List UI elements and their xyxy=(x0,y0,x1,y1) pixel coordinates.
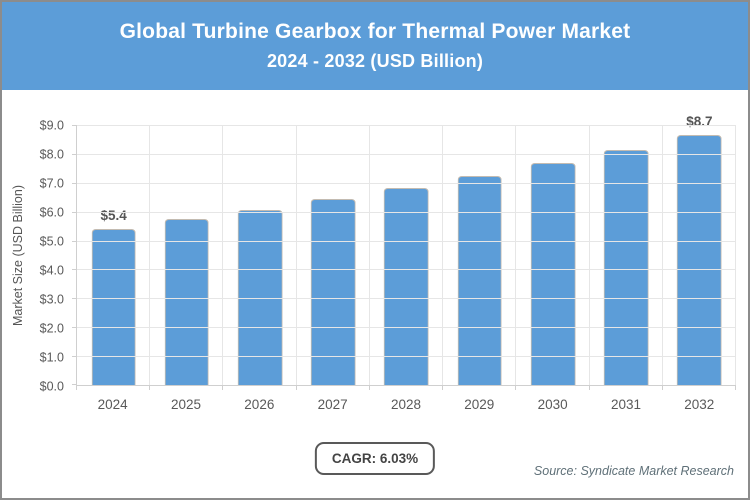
source-credit: Source: Syndicate Market Research xyxy=(533,464,734,478)
y-tick-label: $5.0 xyxy=(39,233,64,248)
v-gridline xyxy=(368,125,370,385)
v-gridline xyxy=(222,125,224,385)
y-tick-mark xyxy=(72,327,77,329)
h-gridline xyxy=(77,298,736,300)
x-tick-mark xyxy=(442,385,444,390)
bar-2030 xyxy=(530,163,576,385)
x-tick-mark xyxy=(515,385,517,390)
x-tick-label-2027: 2027 xyxy=(317,397,348,412)
y-tick-mark xyxy=(72,384,77,385)
bars-container: $5.4 $8.7 xyxy=(77,115,736,385)
v-gridline xyxy=(661,125,663,385)
bar-column-2027 xyxy=(297,125,370,385)
bar-column-2026 xyxy=(223,125,296,385)
bar-2024 xyxy=(91,229,136,385)
plot-area: $5.4 $8.7 xyxy=(72,115,736,390)
bar-2026 xyxy=(237,209,283,385)
x-tick-label-2024: 2024 xyxy=(97,397,128,412)
y-tick-label: $1.0 xyxy=(39,349,64,364)
x-tick-mark xyxy=(76,385,77,390)
y-tick-label: $2.0 xyxy=(39,320,64,335)
x-tick-label-2026: 2026 xyxy=(244,397,275,412)
v-gridline xyxy=(149,125,151,385)
x-tick-mark xyxy=(368,385,370,390)
y-tick-mark xyxy=(72,298,77,300)
chart-footer: CAGR: 6.03% Source: Syndicate Market Res… xyxy=(2,426,748,498)
y-tick-mark xyxy=(72,125,77,126)
y-tick-label: $7.0 xyxy=(39,175,64,190)
x-tick-mark xyxy=(588,385,590,390)
y-tick-mark xyxy=(72,240,77,242)
chart-title-line2: 2024 - 2032 (USD Billion) xyxy=(266,51,484,71)
y-tick-label: $9.0 xyxy=(39,117,64,132)
bar-column-2025 xyxy=(150,125,223,385)
y-tick-label: $0.0 xyxy=(39,378,64,393)
bar-column-2028 xyxy=(370,125,443,385)
h-gridline xyxy=(77,269,736,271)
v-gridline xyxy=(442,125,444,385)
y-tick-mark xyxy=(72,211,77,213)
bar-column-2029 xyxy=(443,125,516,385)
h-gridline xyxy=(77,356,736,358)
x-axis-labels: 2024 2025 2026 2027 2028 2029 2030 2031 2032 xyxy=(76,397,736,412)
x-tick-mark xyxy=(735,385,736,390)
y-tick-mark xyxy=(72,153,77,155)
v-gridline xyxy=(515,125,517,385)
h-gridline xyxy=(77,240,736,242)
bar-value-label-2032: $8.7 xyxy=(686,113,713,129)
y-tick-mark xyxy=(72,269,77,271)
chart-header: Global Turbine Gearbox for Thermal Power… xyxy=(2,2,748,90)
bar-2025 xyxy=(164,219,210,385)
x-tick-label-2028: 2028 xyxy=(390,397,421,412)
v-gridline xyxy=(735,125,736,385)
v-gridline xyxy=(588,125,590,385)
h-gridline xyxy=(77,125,736,126)
y-tick-label: $6.0 xyxy=(39,204,64,219)
chart-region: Market Size (USD Billion) $0.0 $1.0 $2.0 $3… xyxy=(2,90,748,430)
x-tick-label-2031: 2031 xyxy=(610,397,641,412)
bar-column-2030 xyxy=(516,125,589,385)
chart-title-line1: Global Turbine Gearbox for Thermal Power… xyxy=(119,20,631,43)
y-tick-label: $8.0 xyxy=(39,146,64,161)
bar-2029 xyxy=(457,175,503,385)
bar-2031 xyxy=(603,149,649,385)
y-tick-mark xyxy=(72,182,77,184)
bar-value-label-2024: $5.4 xyxy=(100,207,127,223)
y-tick-label: $4.0 xyxy=(39,262,64,277)
x-tick-mark xyxy=(295,385,297,390)
y-tick-mark xyxy=(72,356,77,358)
x-tick-mark xyxy=(222,385,224,390)
h-gridline xyxy=(77,182,736,184)
cagr-badge: CAGR: 6.03% xyxy=(314,442,436,475)
bar-2027 xyxy=(310,198,356,385)
y-tick-label: $3.0 xyxy=(39,291,64,306)
x-tick-mark xyxy=(149,385,151,390)
h-gridline xyxy=(77,211,736,213)
x-tick-label-2029: 2029 xyxy=(464,397,495,412)
x-tick-label-2032: 2032 xyxy=(684,397,715,412)
bar-column-2031 xyxy=(590,125,663,385)
x-tick-mark xyxy=(661,385,663,390)
h-gridline xyxy=(77,327,736,329)
v-gridline xyxy=(295,125,297,385)
bar-2032 xyxy=(677,135,722,385)
bar-2028 xyxy=(384,187,429,385)
x-tick-label-2030: 2030 xyxy=(537,397,568,412)
bar-column-2032: $8.7 xyxy=(663,115,736,385)
x-tick-label-2025: 2025 xyxy=(170,397,202,412)
y-axis-labels: $0.0 $1.0 $2.0 $3.0 $4.0 $5.0 $6.0 $7.0 $8.0 $9.0 xyxy=(2,119,64,392)
bar-column-2024: $5.4 xyxy=(77,125,150,385)
h-gridline xyxy=(77,153,736,155)
